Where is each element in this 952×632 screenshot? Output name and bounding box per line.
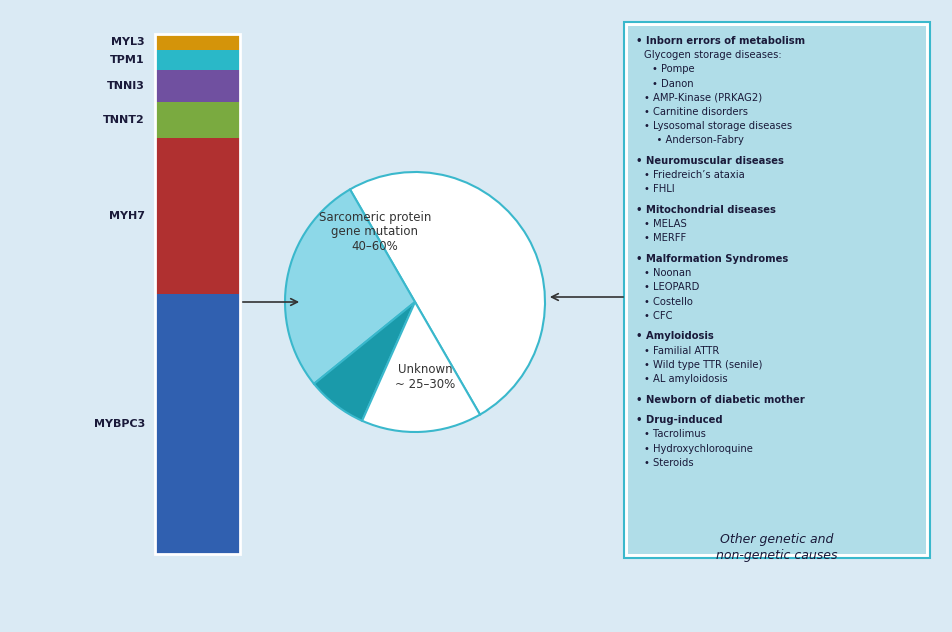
Text: • Noonan: • Noonan bbox=[644, 268, 690, 278]
Text: Other genetic and
non-genetic causes: Other genetic and non-genetic causes bbox=[716, 533, 837, 562]
Wedge shape bbox=[349, 172, 545, 415]
Text: • Danon: • Danon bbox=[651, 78, 693, 88]
Text: • Carnitine disorders: • Carnitine disorders bbox=[644, 107, 747, 117]
Bar bbox=[155, 34, 240, 554]
Text: • MERFF: • MERFF bbox=[644, 233, 685, 243]
Text: • AMP-Kinase (PRKAG2): • AMP-Kinase (PRKAG2) bbox=[644, 93, 762, 103]
Text: • Malformation Syndromes: • Malformation Syndromes bbox=[635, 254, 787, 264]
Bar bbox=[624, 22, 929, 558]
Wedge shape bbox=[362, 302, 480, 432]
Text: ~ 5–10%: ~ 5–10% bbox=[485, 292, 534, 302]
Text: Glycogen storage diseases:: Glycogen storage diseases: bbox=[644, 50, 781, 60]
Wedge shape bbox=[285, 190, 414, 384]
Text: • Neuromuscular diseases: • Neuromuscular diseases bbox=[635, 156, 783, 166]
Text: Sarcomeric protein
gene mutation
40–60%: Sarcomeric protein gene mutation 40–60% bbox=[319, 210, 430, 253]
Text: • MELAS: • MELAS bbox=[644, 219, 686, 229]
Text: • FHLI: • FHLI bbox=[644, 185, 674, 195]
Text: TNNI3: TNNI3 bbox=[107, 81, 145, 91]
Bar bbox=[155, 138, 240, 294]
Text: • Wild type TTR (senile): • Wild type TTR (senile) bbox=[644, 360, 762, 370]
Bar bbox=[155, 294, 240, 554]
Text: • AL amyloidosis: • AL amyloidosis bbox=[644, 374, 727, 384]
Text: MYL3: MYL3 bbox=[111, 37, 145, 47]
Text: • Amyloidosis: • Amyloidosis bbox=[635, 331, 713, 341]
Text: Unknown
~ 25–30%: Unknown ~ 25–30% bbox=[394, 363, 455, 391]
Text: • Hydroxychloroquine: • Hydroxychloroquine bbox=[644, 444, 752, 454]
Text: TPM1: TPM1 bbox=[110, 55, 145, 65]
Text: • Inborn errors of metabolism: • Inborn errors of metabolism bbox=[635, 36, 804, 46]
Text: • Newborn of diabetic mother: • Newborn of diabetic mother bbox=[635, 394, 803, 404]
Text: • Costello: • Costello bbox=[644, 296, 692, 307]
Text: • CFC: • CFC bbox=[644, 311, 672, 321]
Wedge shape bbox=[313, 302, 414, 421]
Text: • Lysosomal storage diseases: • Lysosomal storage diseases bbox=[644, 121, 791, 131]
Text: TNNT2: TNNT2 bbox=[103, 115, 145, 125]
Text: • Friedreich’s ataxia: • Friedreich’s ataxia bbox=[644, 170, 744, 180]
Text: • LEOPARD: • LEOPARD bbox=[644, 283, 699, 293]
Text: • Tacrolimus: • Tacrolimus bbox=[644, 429, 705, 439]
Text: MYBPC3: MYBPC3 bbox=[93, 419, 145, 429]
Text: • Familial ATTR: • Familial ATTR bbox=[644, 346, 719, 356]
Bar bbox=[627, 26, 925, 554]
Bar bbox=[155, 49, 240, 70]
Bar bbox=[155, 70, 240, 102]
Bar bbox=[155, 102, 240, 138]
Text: MYH7: MYH7 bbox=[109, 211, 145, 221]
Text: • Drug-induced: • Drug-induced bbox=[635, 415, 722, 425]
Text: • Mitochondrial diseases: • Mitochondrial diseases bbox=[635, 205, 775, 215]
Text: • Anderson-Fabry: • Anderson-Fabry bbox=[644, 135, 744, 145]
Text: • Steroids: • Steroids bbox=[644, 458, 693, 468]
Text: • Pompe: • Pompe bbox=[651, 64, 694, 75]
Bar bbox=[155, 34, 240, 49]
